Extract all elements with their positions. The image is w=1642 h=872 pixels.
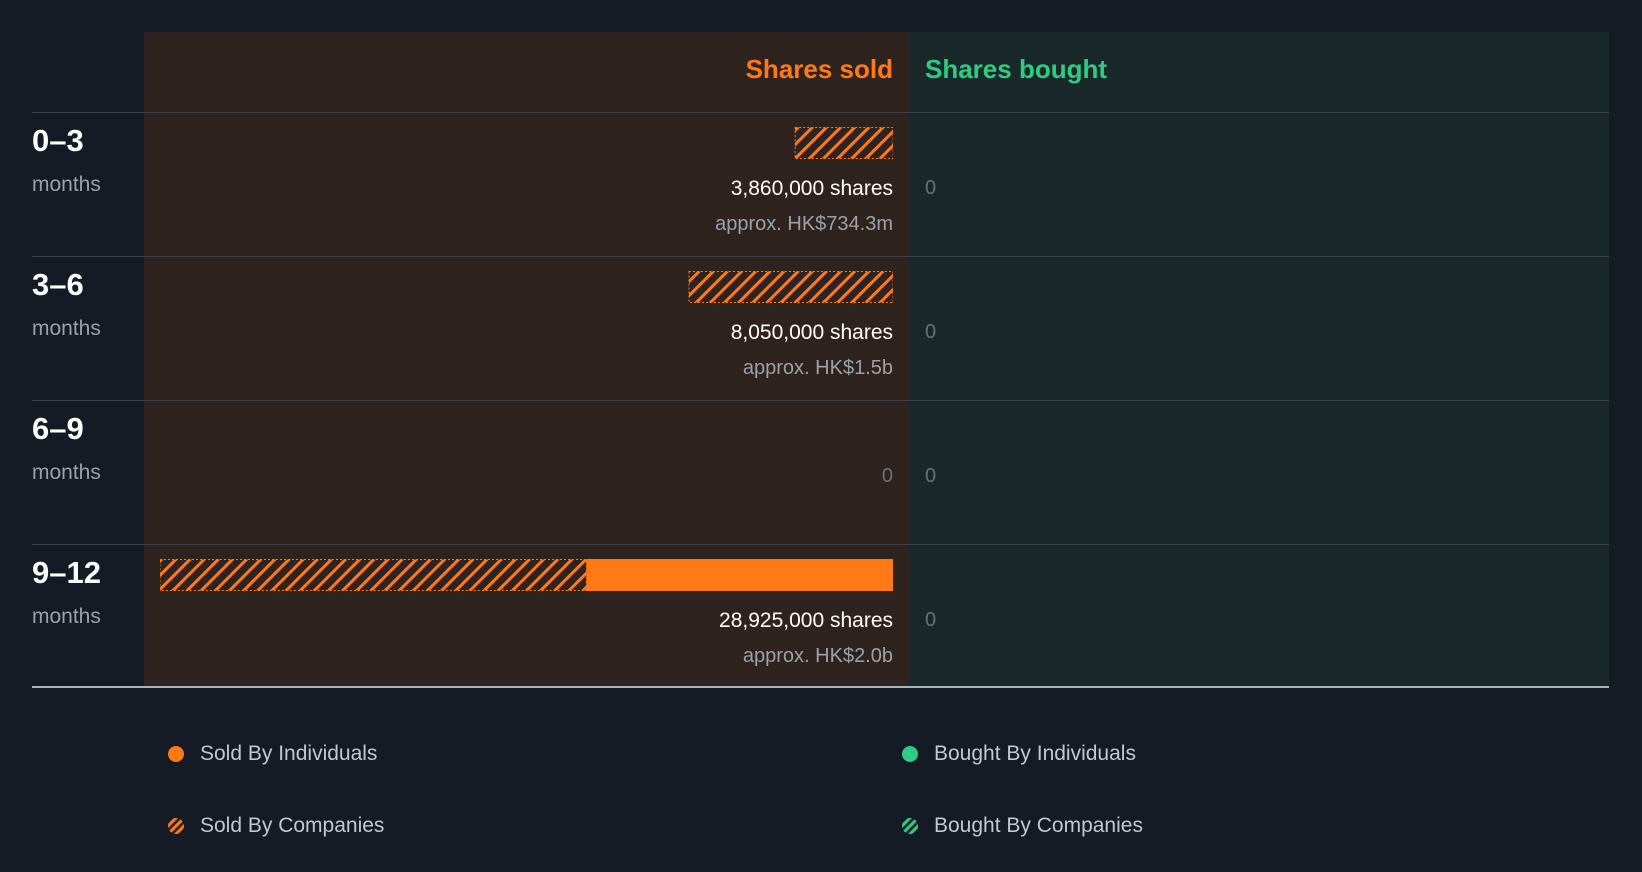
shares-sold-value: 3,860,000 shares — [730, 177, 893, 200]
bar-sold-by-companies[interactable] — [688, 271, 893, 303]
period-row: 3–6 months 8,050,000 shares approx. HK$1… — [0, 257, 1642, 401]
row-divider — [32, 256, 1609, 257]
hatched-dot-icon — [902, 818, 918, 834]
shares-sold-value: 0 — [881, 465, 893, 487]
period-label: 3–6 — [32, 267, 84, 302]
shares-bought-value: 0 — [925, 321, 937, 343]
period-row: 9–12 months 28,925,000 shares approx. HK… — [0, 545, 1642, 689]
period-label: 9–12 — [32, 555, 101, 590]
sold-bar-area — [160, 127, 893, 159]
bar-sold-by-individuals[interactable] — [586, 559, 893, 591]
hatched-dot-icon — [168, 818, 184, 834]
shares-sold-value: 8,050,000 shares — [730, 321, 893, 344]
legend-label: Sold By Individuals — [200, 742, 378, 765]
sold-bar-chart — [794, 127, 893, 159]
bar-sold-by-companies[interactable] — [160, 559, 587, 591]
shares-bought-panel — [909, 32, 1609, 687]
sold-bar-area — [160, 271, 893, 303]
period-row: 6–9 months 0 0 — [0, 401, 1642, 545]
shares-bought-header: Shares bought — [925, 54, 1108, 84]
chart-baseline — [32, 686, 1609, 688]
shares-bought-value: 0 — [925, 177, 937, 199]
sold-bar-chart — [688, 271, 893, 303]
shares-bought-value: 0 — [925, 609, 937, 631]
shares-sold-approx-value: approx. HK$1.5b — [742, 357, 893, 379]
shares-sold-approx-value: approx. HK$2.0b — [742, 645, 893, 667]
sold-bar-chart — [160, 559, 893, 591]
shares-sold-value: 28,925,000 shares — [719, 609, 893, 632]
legend-label: Bought By Individuals — [934, 742, 1136, 765]
period-label: 0–3 — [32, 123, 84, 158]
period-label: 6–9 — [32, 411, 84, 446]
legend-sold-by-companies[interactable]: Sold By Companies — [168, 811, 384, 841]
shares-sold-approx-value: approx. HK$734.3m — [715, 213, 893, 235]
solid-dot-icon — [168, 746, 184, 762]
bar-sold-by-companies[interactable] — [794, 127, 893, 159]
period-unit: months — [32, 317, 101, 340]
legend-label: Bought By Companies — [934, 814, 1143, 837]
sold-bar-area — [160, 415, 893, 447]
shares-sold-header: Shares sold — [745, 54, 893, 84]
row-divider — [32, 544, 1609, 545]
row-divider — [32, 400, 1609, 401]
legend-bought-by-companies[interactable]: Bought By Companies — [902, 811, 1143, 841]
row-divider — [32, 112, 1609, 113]
legend-bought-by-individuals[interactable]: Bought By Individuals — [902, 739, 1136, 769]
sold-bar-chart — [160, 415, 893, 447]
period-row: 0–3 months 3,860,000 shares approx. HK$7… — [0, 113, 1642, 257]
period-unit: months — [32, 605, 101, 628]
period-unit: months — [32, 173, 101, 196]
shares-bought-value: 0 — [925, 465, 937, 487]
period-unit: months — [32, 461, 101, 484]
solid-dot-icon — [902, 746, 918, 762]
legend-label: Sold By Companies — [200, 814, 385, 837]
sold-bar-area — [160, 559, 893, 591]
legend-sold-by-individuals[interactable]: Sold By Individuals — [168, 739, 377, 769]
